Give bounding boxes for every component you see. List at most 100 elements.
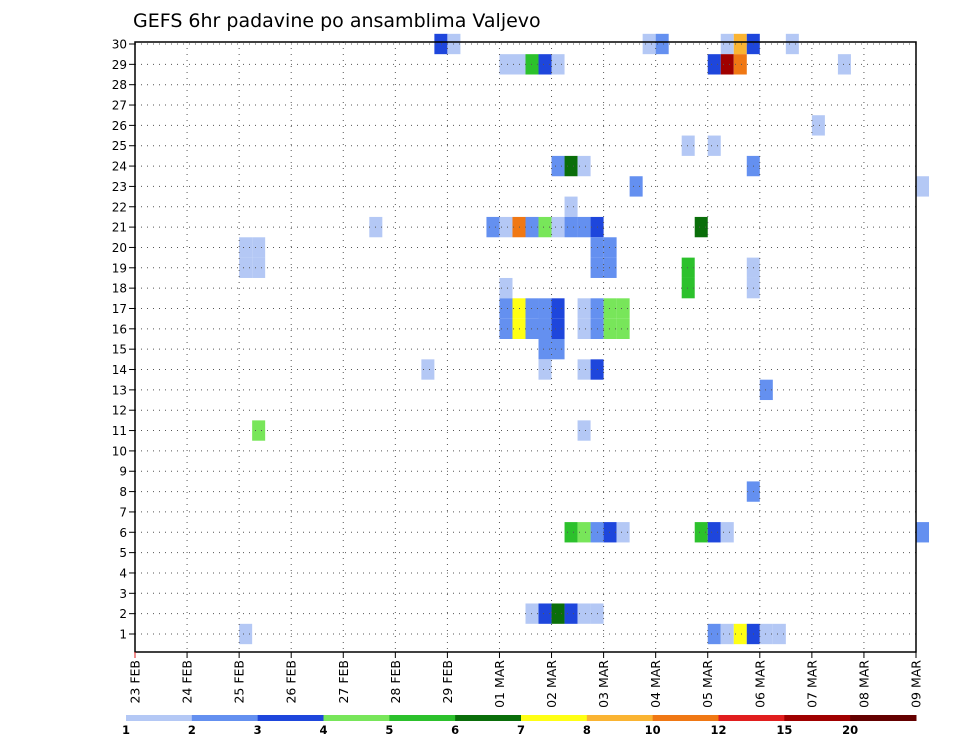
heatmap-cell — [239, 257, 253, 278]
heatmap-cell — [707, 522, 721, 543]
heatmap-cell — [577, 216, 591, 238]
y-tick-label: 11 — [112, 424, 127, 438]
x-tick-label: 25 FEB — [232, 660, 247, 704]
y-tick-label: 25 — [112, 139, 127, 153]
heatmap-cell — [499, 54, 513, 75]
heatmap-cell — [525, 216, 539, 238]
legend-swatch — [718, 715, 785, 721]
y-tick-label: 2 — [119, 607, 127, 621]
heatmap-cell — [252, 237, 266, 258]
heatmap-cell — [733, 33, 747, 55]
y-tick-label: 24 — [112, 160, 127, 174]
heatmap-cell — [577, 603, 591, 624]
heatmap-cell — [551, 339, 565, 360]
legend-swatch — [323, 715, 390, 721]
heatmap-cell — [434, 33, 448, 55]
heatmap-cell — [603, 318, 617, 339]
legend-swatch — [126, 715, 193, 721]
heatmap-cell — [577, 298, 591, 319]
y-tick-label: 21 — [112, 221, 127, 235]
heatmap-cell — [785, 33, 799, 55]
heatmap-cell — [512, 54, 526, 75]
legend-label: 12 — [710, 723, 726, 737]
legend-label: 20 — [842, 723, 858, 737]
heatmap-cell — [720, 623, 734, 645]
heatmap-cell — [551, 298, 565, 319]
y-tick-label: 19 — [112, 261, 127, 275]
x-tick-label: 24 FEB — [180, 660, 195, 704]
heatmap-cell — [603, 257, 617, 278]
heatmap-cell — [603, 298, 617, 319]
y-tick-label: 14 — [112, 363, 127, 377]
heatmap-cell — [252, 257, 266, 278]
heatmap-cell — [551, 54, 565, 75]
x-tick-label: 02 MAR — [544, 660, 559, 708]
y-tick-label: 8 — [119, 485, 127, 499]
plot-frame — [134, 41, 917, 653]
heatmap-cell — [538, 298, 552, 319]
chart-title: GEFS 6hr padavine po ansamblima Valjevo — [133, 10, 541, 32]
heatmap-cell — [642, 33, 656, 55]
heatmap-cell — [603, 522, 617, 543]
y-tick-label: 15 — [112, 343, 127, 357]
color-legend: 1 2 3 4 5 6 7 8 10 12 15 20 — [122, 715, 917, 737]
legend-swatch — [521, 715, 588, 721]
y-tick-label: 29 — [112, 58, 127, 72]
heatmap-cell — [538, 359, 552, 380]
heatmap-cell — [512, 216, 526, 238]
heatmap-cell — [577, 318, 591, 339]
x-tick-label: 29 FEB — [440, 660, 455, 704]
heatmap-cell — [239, 237, 253, 258]
y-tick-label: 9 — [119, 465, 127, 479]
y-tick-label: 1 — [119, 628, 127, 642]
x-tick-label: 09 MAR — [909, 660, 924, 708]
heatmap-cell — [681, 135, 695, 156]
heatmap-cell — [837, 54, 851, 75]
heatmap-cell — [252, 420, 266, 441]
legend-swatch — [850, 715, 917, 721]
heatmap-cell — [811, 115, 825, 136]
heatmap-cell — [499, 298, 513, 319]
heatmap-cell — [538, 216, 552, 238]
legend-label: 15 — [776, 723, 792, 737]
heatmap-cell — [551, 318, 565, 339]
heatmap-cell — [525, 603, 539, 624]
y-tick-label: 7 — [119, 505, 127, 519]
x-axis: 23 FEB 24 FEB 25 FEB 26 FEB 27 FEB 28 FEB 29 F… — [128, 652, 924, 708]
legend-label: 4 — [319, 723, 327, 737]
heatmap-cell — [720, 54, 734, 75]
heatmap-cell — [538, 339, 552, 360]
y-tick-label: 27 — [112, 99, 127, 113]
y-tick-label: 10 — [112, 444, 127, 458]
legend-swatch — [455, 715, 522, 721]
y-tick-label: 20 — [112, 241, 127, 255]
heatmap-cell — [616, 522, 630, 543]
heatmap-cell — [694, 216, 708, 238]
heatmap-cell — [707, 54, 721, 75]
legend-label: 10 — [645, 723, 661, 737]
y-tick-label: 28 — [112, 78, 127, 92]
y-tick-label: 18 — [112, 282, 127, 296]
heatmap-cell — [616, 318, 630, 339]
heatmap-cell — [512, 318, 526, 339]
legend-label: 6 — [451, 723, 459, 737]
heatmap-cell — [538, 54, 552, 75]
heatmap-cell — [499, 318, 513, 339]
heatmap-cell — [733, 623, 747, 645]
y-tick-label: 26 — [112, 119, 127, 133]
heatmap-cell — [538, 603, 552, 624]
y-tick-label: 17 — [112, 302, 127, 316]
heatmap-cell — [512, 298, 526, 319]
x-tick-label: 07 MAR — [804, 660, 819, 708]
heatmap-cell — [525, 298, 539, 319]
heatmap-cell — [564, 603, 578, 624]
grid-lines — [135, 42, 916, 652]
legend-label: 7 — [517, 723, 525, 737]
x-tick-label: 28 FEB — [388, 660, 403, 704]
y-axis: 1234567891011121314151617181920212223242… — [112, 38, 135, 642]
heatmap-cell — [525, 318, 539, 339]
y-tick-label: 6 — [119, 526, 127, 540]
y-tick-label: 22 — [112, 200, 127, 214]
heatmap-cell — [577, 155, 591, 177]
heatmap-cell — [616, 298, 630, 319]
